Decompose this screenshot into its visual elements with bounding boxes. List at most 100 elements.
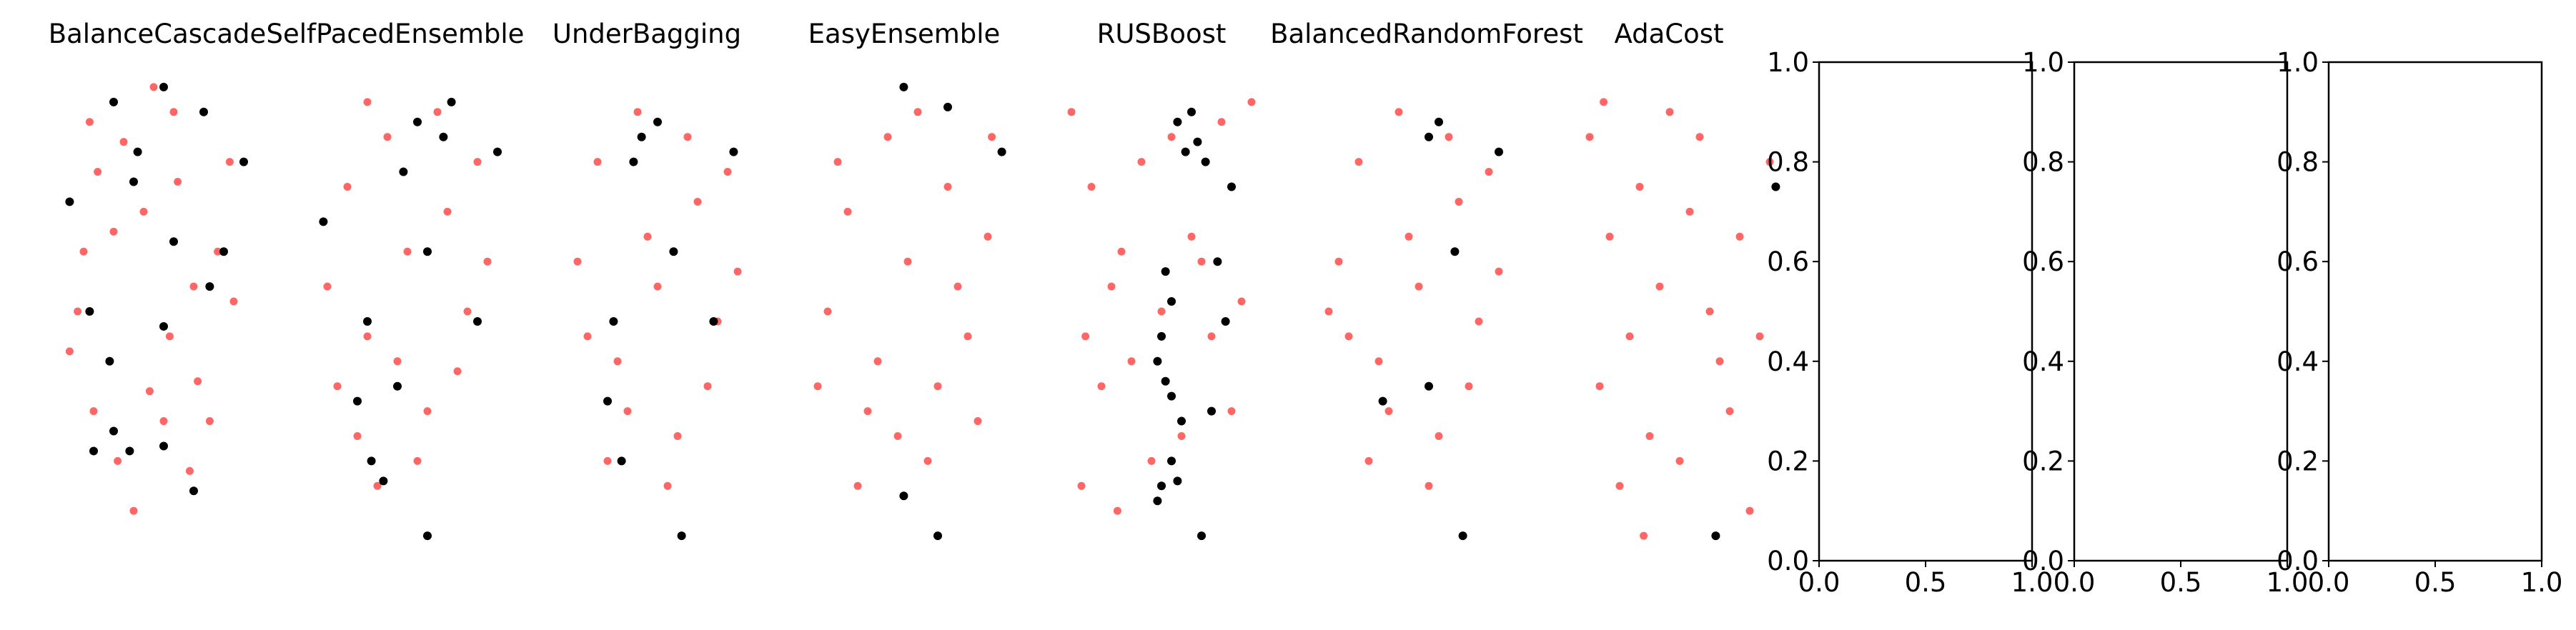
scatter-point-red [663,481,672,490]
y-tick-label: 0.2 [1767,446,1809,476]
scatter-point-black [219,247,228,256]
scatter-point-black [1167,297,1176,306]
scatter-point-red [893,432,902,440]
scatter-point-red [433,108,442,116]
scatter-point-red [189,282,198,291]
scatter-point-black [1167,456,1176,466]
scatter-point-red [913,108,922,116]
scatter-point-red [1465,382,1473,391]
y-tick-label: 0.0 [1767,546,1809,576]
scatter-point-red [963,332,972,341]
scatter-point-black [1378,396,1387,406]
scatter-point-red [1605,232,1614,241]
scatter-point-black [159,441,168,451]
scatter-point-red [1735,232,1744,241]
scatter-point-red [943,183,952,191]
y-tick-label: 0.4 [2022,346,2064,377]
scatter-point-black [603,396,612,406]
scatter-point-red [1755,332,1764,341]
scatter-point-black [1425,381,1433,391]
scatter-point-red [933,382,942,391]
y-tick-label: 1.0 [2277,47,2319,78]
scatter-point-black [1161,376,1170,386]
y-tick-label: 0.4 [1767,346,1809,377]
x-tick-label: 0.5 [2414,567,2457,598]
scatter-point-red [443,207,452,216]
scatter-point-black [1227,182,1236,191]
scatter-point-red [1695,133,1704,141]
scatter-point-red [984,232,992,241]
scatter-point-red [1107,282,1116,291]
scatter-point-red [1127,357,1136,366]
scatter-point-red [373,481,382,490]
scatter-point-red [653,282,662,291]
scatter-point-red [453,367,462,376]
scatter-point-red [1167,133,1176,141]
scatter-point-black [1173,117,1182,126]
panel-title: SelfPacedEnsemble [267,19,525,49]
scatter-point-red [1334,257,1343,266]
y-tick-label: 0.0 [2022,546,2064,576]
scatter-point-red [863,407,872,416]
scatter-point-red [1655,282,1664,291]
scatter-point-red [413,456,422,465]
scatter-point-black [159,82,168,91]
scatter-point-black [1450,247,1460,256]
scatter-point-black [1495,147,1503,156]
scatter-point-black [189,486,198,496]
scatter-point-black [319,217,328,226]
scatter-point-red [1177,432,1186,440]
scatter-point-black [109,426,118,436]
scatter-point-red [1415,282,1423,291]
scatter-point-red [853,481,862,490]
y-tick-label: 1.0 [1767,47,1809,78]
scatter-point-black [85,307,94,316]
panel-rusboost: RUSBoost [1067,19,1256,541]
x-tick-label: 0.5 [1905,567,1947,598]
scatter-point-black [629,157,638,166]
scatter-point-black [169,237,178,246]
y-tick-label: 0.8 [2022,147,2064,178]
scatter-point-red [1067,108,1076,116]
scatter-point-black [933,531,942,541]
scatter-point-red [149,83,158,91]
scatter-point-red [953,282,962,291]
scatter-point-black [159,321,168,331]
scatter-point-red [1765,158,1774,166]
scatter-point-black [617,456,626,466]
scatter-point-red [833,158,842,166]
scatter-point-black [125,446,134,456]
scatter-point-red [813,382,822,391]
scatter-point-red [974,417,982,426]
scatter-point-red [1354,158,1363,166]
scatter-point-red [1077,481,1086,490]
scatter-point-red [1685,207,1694,216]
scatter-point-red [174,178,182,186]
scatter-point-red [225,158,234,166]
scatter-point-red [583,332,592,341]
scatter-point-red [333,382,342,391]
scatter-point-red [145,387,154,396]
scatter-point-red [643,232,652,241]
scatter-point-black [379,476,388,486]
scatter-point-red [74,307,82,316]
scatter-point-black [353,396,362,406]
scatter-point-red [1364,456,1373,465]
scatter-point-red [353,432,362,440]
panel-title: EasyEnsemble [808,19,1001,49]
scatter-point-red [1625,332,1634,341]
scatter-point-red [473,158,482,166]
scatter-point-red [843,207,852,216]
scatter-point-red [139,207,148,216]
scatter-point-red [613,357,622,366]
scatter-point-red [1207,332,1216,341]
y-tick-label: 0.6 [2022,246,2064,277]
scatter-point-black [1193,137,1202,146]
y-tick-label: 0.8 [1767,147,1809,178]
panel-title: BalanceCascade [49,19,267,49]
scatter-point-red [363,98,372,106]
scatter-point-black [1157,481,1166,491]
scatter-point-red [1635,183,1644,191]
scatter-point-black [1197,531,1206,541]
x-tick-label: 1.0 [2267,567,2309,598]
